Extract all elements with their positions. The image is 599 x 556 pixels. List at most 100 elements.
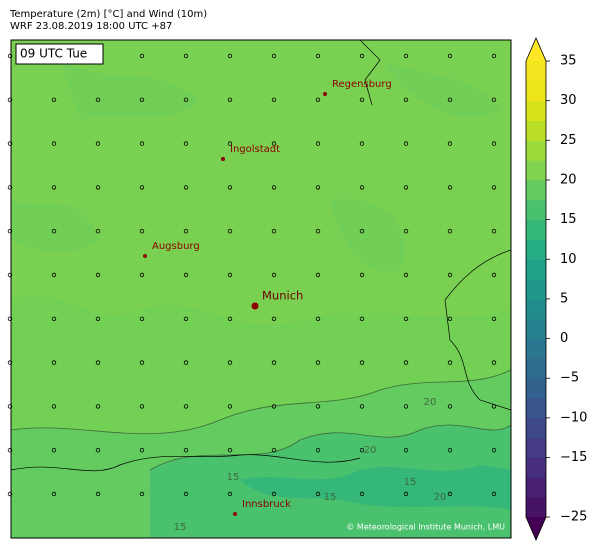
calm-marker [95,491,101,497]
calm-marker [51,448,57,453]
calm-marker [183,53,189,59]
calm-marker [183,185,189,190]
calm-marker [491,272,497,278]
calm-marker [51,97,57,102]
calm-marker [227,448,233,453]
calm-marker [315,272,321,278]
calm-marker [271,53,277,59]
calm-marker [447,228,453,234]
calm-marker [359,228,365,234]
calm-marker [271,97,277,102]
calm-marker [7,404,13,409]
colorbar-band [526,398,546,419]
colorbar-tick-label: −25 [560,510,587,525]
calm-marker [491,185,497,190]
calm-marker [447,185,453,190]
calm-marker [183,360,189,365]
colorbar-band [526,417,546,439]
calm-marker [7,97,13,102]
calm-marker [403,228,409,234]
contour-label: 15 [174,522,187,533]
calm-marker [51,360,57,365]
map-field [11,40,511,538]
calm-marker [403,404,409,409]
calm-marker [95,360,101,365]
colorbar-tick-label: −15 [560,450,587,465]
calm-marker [447,97,453,102]
calm-marker [359,53,365,59]
calm-marker [139,360,145,365]
city-label: Ingolstadt [230,144,280,155]
cities: Regensburg Ingolstadt Augsburg Munich Innsbr… [143,79,392,516]
calm-marker [315,53,321,59]
wind-markers [7,53,497,497]
calm-marker [491,53,497,59]
calm-marker [315,97,321,102]
calm-marker [227,53,233,59]
calm-marker [183,404,189,409]
contour-label: 20 [364,445,377,456]
city-dot [251,302,259,310]
calm-marker [447,53,453,59]
colorbar-band [526,239,546,260]
calm-marker [491,360,497,365]
calm-marker [95,272,101,278]
map-frame [10,39,512,539]
colorbar-band [526,120,546,141]
calm-marker [227,316,233,321]
contour-label: 20 [434,492,447,503]
colorbar-band [526,279,546,300]
calm-marker [183,316,189,321]
calm-marker [183,491,189,497]
colorbar-tick-label: −10 [560,410,587,425]
colorbar-tick-label: 35 [560,54,577,69]
city-label: Augsburg [152,241,200,252]
calm-marker [359,185,365,190]
colorbar-band [526,80,546,102]
city-dot [233,512,237,516]
colorbar-band [526,298,546,320]
calm-marker [227,272,233,278]
time-label: 09 UTC Tue [20,47,87,61]
calm-marker [447,448,453,453]
credit: © Meteorological Institute Munich, LMU [346,523,505,532]
calm-marker [51,316,57,321]
calm-marker [491,97,497,102]
calm-marker [183,228,189,234]
calm-marker [315,141,321,146]
calm-marker [403,491,409,497]
calm-marker [447,491,453,497]
calm-marker [7,448,13,453]
calm-marker [315,185,321,190]
calm-marker [271,491,277,497]
calm-marker [315,228,321,234]
calm-marker [51,141,57,146]
calm-marker [491,404,497,409]
colorbar-band [526,179,546,201]
calm-marker [359,272,365,278]
colorbar-band [526,259,546,280]
calm-marker [95,448,101,453]
calm-marker [271,360,277,365]
calm-marker [7,272,13,278]
calm-marker [359,360,365,365]
calm-marker [491,228,497,234]
calm-marker [95,141,101,146]
colorbar-band [526,100,546,121]
colorbar-band [526,338,546,359]
calm-marker [403,448,409,453]
calm-marker [51,491,57,497]
calm-marker [359,448,365,453]
calm-marker [139,185,145,190]
calm-marker [95,316,101,321]
calm-marker [139,272,145,278]
calm-marker [227,141,233,146]
calm-marker [271,185,277,190]
calm-marker [7,185,13,190]
colorbar-extend-min [526,517,546,540]
calm-marker [51,228,57,234]
calm-marker [139,404,145,409]
calm-marker [139,97,145,102]
calm-marker [315,448,321,453]
